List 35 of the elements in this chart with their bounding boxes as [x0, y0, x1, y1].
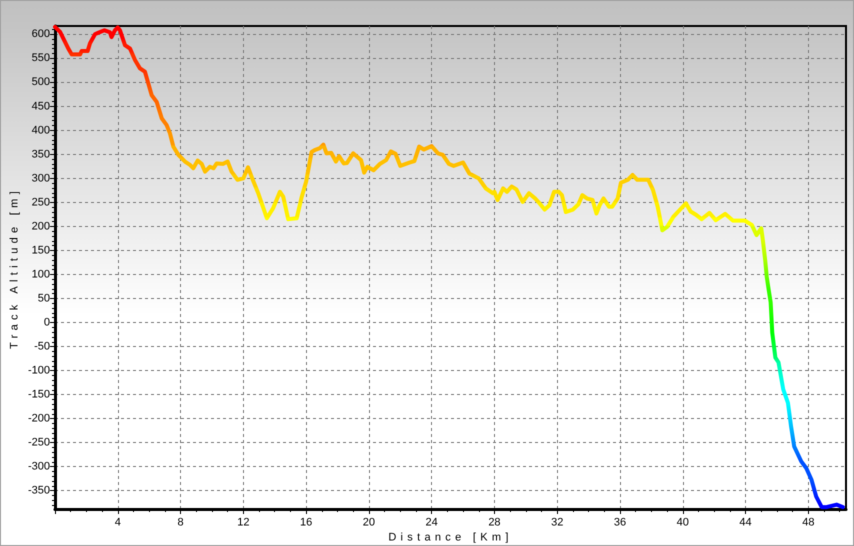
- line-series: [53, 24, 845, 510]
- y-axis-title: Track Altitude [m]: [8, 186, 22, 348]
- y-tick-label: 250: [32, 196, 50, 208]
- y-tick-label: 200: [32, 220, 50, 232]
- x-tick-label: 40: [676, 516, 689, 528]
- x-tick-label: 8: [177, 516, 184, 528]
- y-tick-label: 400: [32, 124, 50, 136]
- y-tick-label: -300: [28, 460, 50, 473]
- y-tick-label: 350: [32, 148, 50, 160]
- y-tick-label: 500: [32, 76, 50, 88]
- x-tick-label: 28: [488, 516, 501, 528]
- x-tick-label: 4: [114, 516, 121, 528]
- y-tick-label: -50: [34, 340, 50, 353]
- y-tick-label: 300: [32, 172, 50, 184]
- x-tick-label: 24: [426, 516, 438, 528]
- x-tick-label: 16: [300, 516, 312, 528]
- x-axis-title: Distance [Km]: [388, 532, 513, 544]
- y-tick-label: 100: [32, 268, 50, 280]
- x-tick-label: 44: [739, 516, 752, 528]
- y-tick-label: 150: [32, 244, 50, 256]
- x-tick-label: 48: [802, 516, 814, 528]
- x-tick-label: 12: [237, 516, 250, 528]
- y-tick-label: -350: [28, 484, 50, 497]
- x-tick-label: 20: [362, 516, 376, 528]
- y-tick-label: -100: [28, 364, 50, 377]
- x-tick-label: 36: [614, 516, 626, 528]
- y-tick-label: -150: [28, 388, 50, 401]
- y-tick-label: -200: [28, 412, 50, 425]
- y-tick-label: 600: [32, 28, 50, 40]
- y-tick-label: 550: [32, 52, 50, 64]
- y-tick-label: 0: [44, 316, 50, 329]
- y-tick-label: -250: [28, 436, 50, 449]
- x-tick-label: 32: [551, 516, 564, 528]
- y-tick-label: 450: [32, 100, 50, 112]
- y-tick-label: 50: [38, 292, 50, 304]
